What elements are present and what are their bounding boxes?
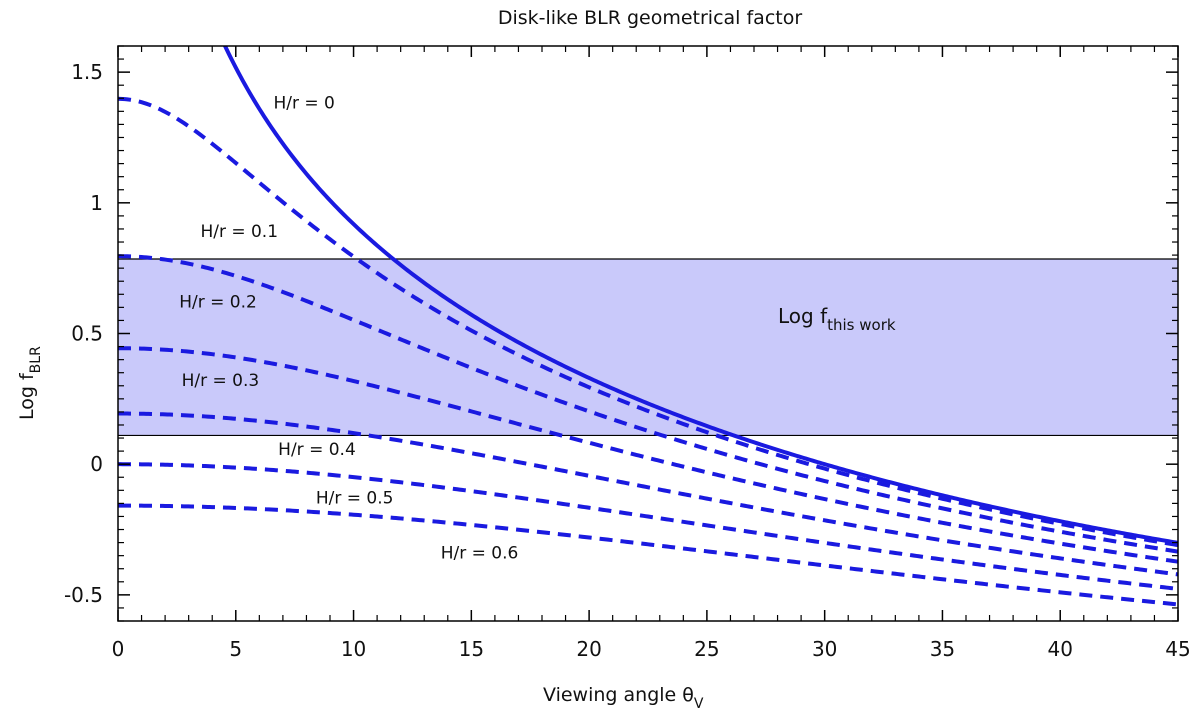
x-axis-title-sub: V (694, 696, 704, 712)
chart-title: Disk-like BLR geometrical factor (498, 7, 803, 29)
y-tick-label: 1 (90, 191, 103, 215)
x-tick-label: 10 (341, 637, 366, 661)
series-line-hr-0-6 (118, 503, 1178, 607)
band-label-main: Log f (778, 304, 828, 328)
band-label-sub: this work (827, 316, 896, 334)
y-tick-label: 0.5 (71, 322, 103, 346)
band-layer (118, 258, 1178, 437)
x-axis-title-main: Viewing angle θ (543, 684, 694, 706)
series-line-hr-0-5 (118, 462, 1178, 591)
series-line-hr-0-3 (118, 346, 1178, 564)
curve-label-hr-0-3: H/r = 0.3 (182, 371, 260, 391)
y-axis-title-main: Log f (16, 372, 38, 420)
curve-label-hr-0-6: H/r = 0.6 (441, 543, 519, 563)
series-line-hr-0-1 (118, 96, 1178, 548)
curve-label-hr-0-5: H/r = 0.5 (316, 488, 394, 508)
series-line-hr-0-2 (118, 254, 1178, 554)
curve-label-hr-0-4: H/r = 0.4 (278, 440, 356, 460)
x-tick-label: 35 (930, 637, 955, 661)
series-line-hr-0-4 (118, 411, 1178, 577)
curve-label-hr-0-1: H/r = 0.1 (200, 222, 278, 242)
series-line-hr-0 (222, 46, 1178, 545)
x-tick-label: 20 (576, 637, 601, 661)
curve-label-hr-0: H/r = 0 (273, 94, 334, 114)
label-layer: H/r = 0 H/r = 0.1 H/r = 0.2 H/r = 0.3 H/r = … (179, 94, 518, 564)
y-axis-title: Log fBLR (16, 346, 44, 420)
x-tick-label: 15 (459, 637, 484, 661)
x-tick-label: 0 (112, 637, 125, 661)
x-axis-title: Viewing angle θV (543, 684, 704, 712)
curve-label-hr-0-2: H/r = 0.2 (179, 292, 257, 312)
y-axis-title-sub: BLR (28, 346, 44, 373)
band-label: Log fthis work (778, 304, 896, 334)
axis-layer: 0 5 10 15 20 25 30 35 40 45 -0.5 0 0.5 1 1.5 (64, 45, 1191, 661)
x-tick-label: 45 (1165, 637, 1190, 661)
x-tick-label: 25 (694, 637, 719, 661)
x-tick-label: 40 (1047, 637, 1072, 661)
curve-layer (118, 46, 1178, 607)
x-tick-label: 30 (812, 637, 837, 661)
x-tick-label: 5 (229, 637, 242, 661)
y-tick-label: 0 (90, 452, 103, 476)
shaded-band (118, 259, 1178, 436)
y-tick-label: -0.5 (64, 583, 103, 607)
y-tick-label: 1.5 (71, 60, 103, 84)
